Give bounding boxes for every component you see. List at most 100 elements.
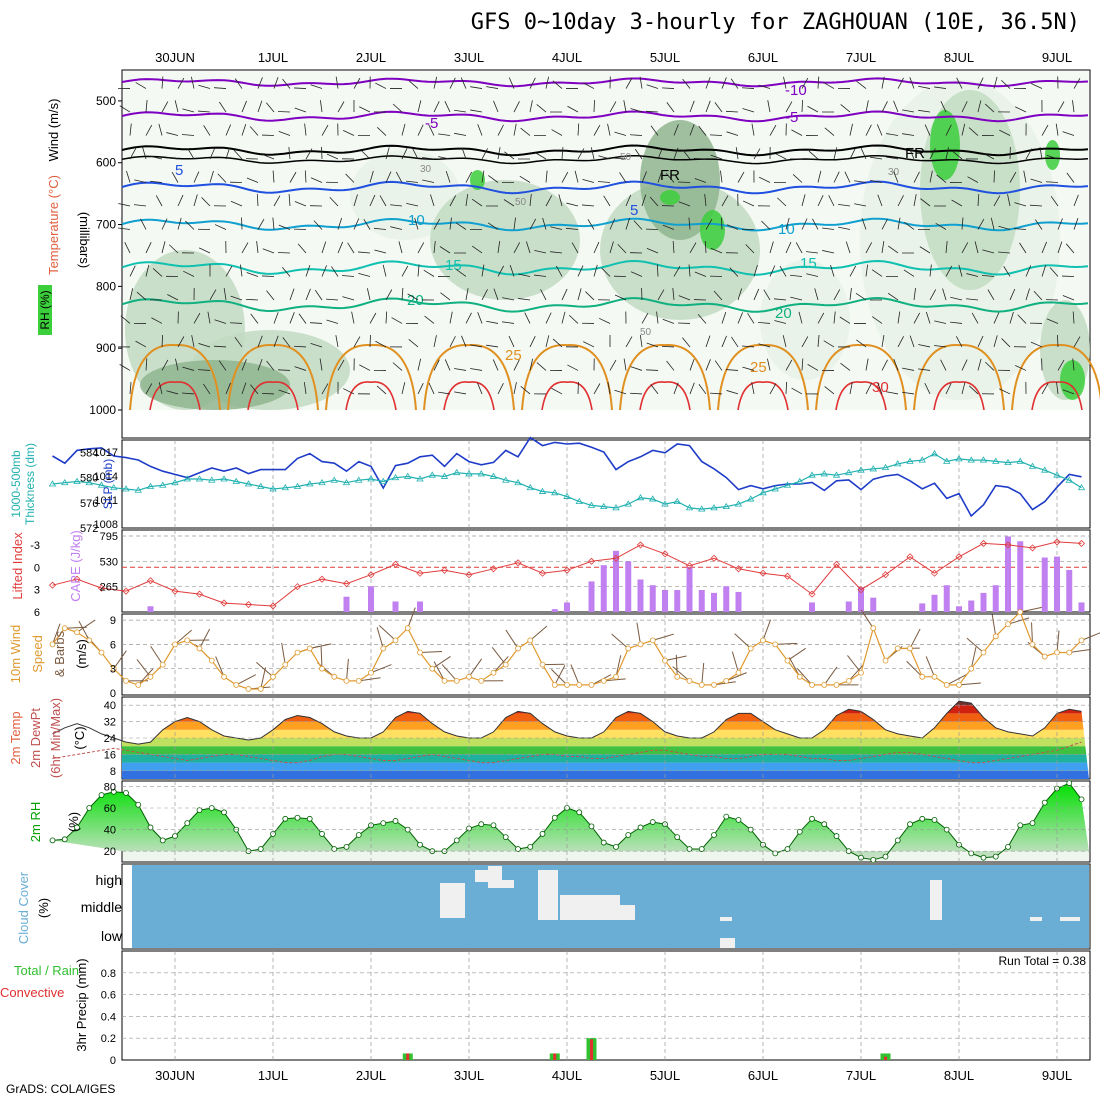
wind-speed-point (944, 682, 949, 687)
rh-shade (700, 210, 725, 250)
temp-tick-label: 32 (104, 717, 116, 729)
wind-speed-point (638, 642, 643, 647)
wind-tick-label: 6 (110, 639, 116, 651)
cape-bar (919, 603, 925, 612)
rh-point (981, 855, 986, 860)
rh-shade (1060, 360, 1085, 400)
wind-speed-point (712, 682, 717, 687)
wind-speed-point (1030, 642, 1035, 647)
axis-label-rh: RH (%) (38, 290, 52, 329)
axis-label-total: Total / Rain (14, 963, 79, 978)
wind-speed-point (932, 674, 937, 679)
wind-speed-point (577, 682, 582, 687)
precip-convective-bar (406, 1053, 409, 1060)
wind-speed-point (528, 638, 533, 643)
wind-speed-point (173, 642, 178, 647)
cape-bar (589, 581, 595, 612)
cape-bar (846, 601, 852, 612)
cloud-block (560, 895, 620, 920)
pressure-tick-label: 500 (96, 94, 116, 108)
cape-bar (564, 602, 570, 612)
cape-bar (393, 601, 399, 612)
wind-barb (262, 276, 274, 277)
slp-tick-label: 1008 (94, 519, 118, 531)
bottom-date-label: 4JUL (552, 1068, 582, 1083)
rh-point (993, 854, 998, 859)
rh-point (589, 824, 594, 829)
bottom-date-label: 9JUL (1042, 1068, 1072, 1083)
cape-bar (981, 593, 987, 612)
wind-speed-point (430, 666, 435, 671)
wind-speed-point (271, 674, 276, 679)
cape-bar (662, 590, 668, 612)
wind-barb (994, 171, 995, 183)
rh-point (614, 844, 619, 849)
temp-tick-label: 24 (104, 733, 116, 745)
axis-label-temp2m: 2m Temp (8, 711, 23, 764)
wind-speed-point (503, 662, 508, 667)
slp-tick-label: 1017 (94, 447, 118, 459)
chart-title: GFS 0~10day 3-hourly for ZAGHOUAN (10E, … (0, 10, 1080, 35)
wind-speed-point (993, 634, 998, 639)
rh-point (381, 821, 386, 826)
wind-barb (662, 346, 674, 347)
rh-point (699, 847, 704, 852)
rh-point (540, 831, 545, 836)
wind-tick-label: 9 (110, 615, 116, 627)
cape-bar (1079, 602, 1085, 612)
rh-point (687, 847, 692, 852)
panel-frame-slp (122, 440, 1090, 528)
wind-speed-point (834, 682, 839, 687)
axis-label-barbs: & Barbs (52, 630, 67, 677)
lifted-tick-label: -3 (30, 540, 40, 552)
rh-point (895, 838, 900, 843)
wind-speed-point (369, 670, 374, 675)
rh-point (356, 833, 361, 838)
bottom-date-label: 5JUL (650, 1068, 680, 1083)
wind-speed-point (405, 626, 410, 631)
temp-tick-label: 40 (104, 700, 116, 712)
axis-label-unit: (m/s) (74, 639, 89, 669)
wind-speed-point (883, 658, 888, 663)
axis-label-unit: (%) (66, 812, 81, 832)
temp-tick-label: 8 (110, 766, 116, 778)
precip-tick-label: 0.2 (101, 1033, 116, 1045)
pressure-tick-label: 600 (96, 156, 116, 170)
wind-tick-label: 0 (110, 688, 116, 700)
temp-tick-label: 16 (104, 749, 116, 761)
cloud-level-label: high (96, 872, 122, 888)
rh-point (62, 837, 67, 842)
top-date-label: 30JUN (155, 50, 195, 65)
rh-point (785, 847, 790, 852)
top-date-label: 5JUL (650, 50, 680, 65)
cloud-block (538, 870, 558, 920)
axis-label-wind: Wind (m/s) (46, 99, 61, 162)
wind-speed-point (75, 630, 80, 635)
rh-point (124, 790, 129, 795)
rh-point (650, 820, 655, 825)
rh-tick-label: 20 (104, 846, 116, 858)
wind-speed-point (687, 678, 692, 683)
precip-convective-bar (590, 1039, 593, 1060)
wind-speed-point (467, 674, 472, 679)
rh-point (773, 851, 778, 856)
cloud-block (720, 938, 735, 948)
wind-speed-point (356, 678, 361, 683)
rh-point (1030, 821, 1035, 826)
wind-speed-point (724, 678, 729, 683)
wind-speed-point (773, 642, 778, 647)
cape-bar (625, 561, 631, 612)
rh-point (136, 802, 141, 807)
wind-speed-point (491, 670, 496, 675)
axis-label-thickness-2: Thickness (dm) (23, 443, 37, 525)
wind-speed-point (552, 682, 557, 687)
rh-floor (123, 851, 1089, 861)
run-total-label: Run Total = 0.38 (998, 954, 1086, 968)
wind-speed-point (981, 650, 986, 655)
rh-point (1018, 823, 1023, 828)
rh-point (307, 816, 312, 821)
cape-tick-label: 530 (100, 556, 118, 568)
